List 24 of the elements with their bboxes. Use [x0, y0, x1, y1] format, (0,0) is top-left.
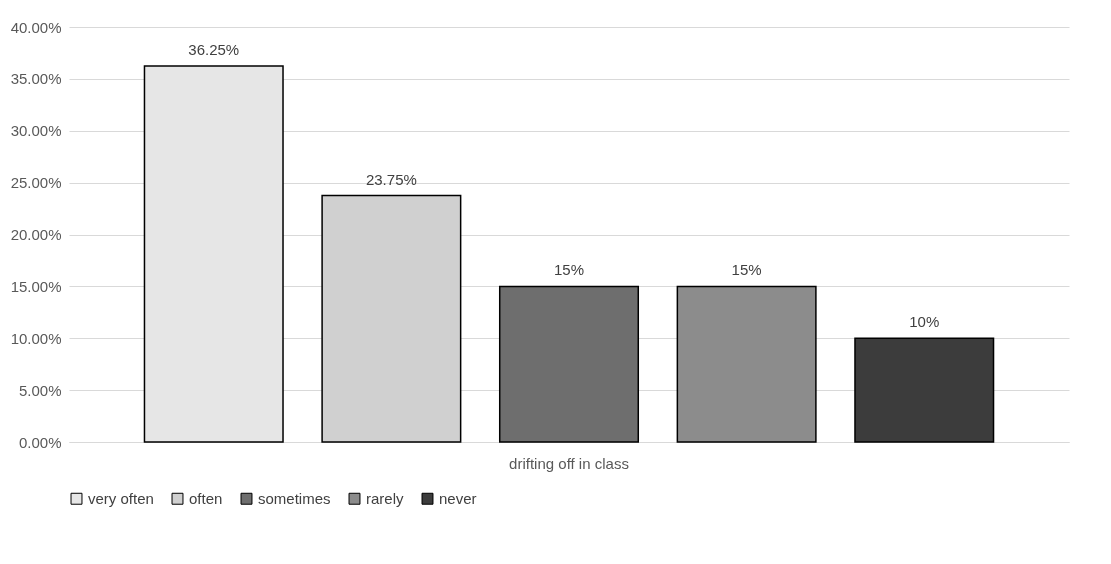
- legend-label: very often: [88, 489, 154, 507]
- y-tick-label: 0.00%: [18, 433, 62, 451]
- y-tick-label: 5.00%: [18, 381, 62, 399]
- bar: [676, 285, 817, 443]
- legend-label: sometimes: [258, 489, 331, 507]
- bar: [498, 285, 640, 443]
- legend-label: often: [189, 489, 223, 507]
- y-tick-label: 30.00%: [10, 122, 62, 140]
- y-tick-label: 25.00%: [10, 174, 62, 192]
- y-tick-label: 40.00%: [10, 18, 62, 36]
- data-label: 23.75%: [365, 170, 417, 188]
- y-tick-label: 15.00%: [10, 277, 62, 295]
- y-tick-label: 35.00%: [10, 70, 62, 88]
- data-label: 15%: [731, 261, 762, 279]
- data-label: 36.25%: [188, 40, 240, 58]
- y-tick-label: 20.00%: [10, 226, 62, 243]
- data-label: 15%: [553, 261, 585, 279]
- legend-label: rarely: [366, 489, 405, 507]
- bar: [143, 65, 284, 443]
- legend-label: never: [439, 489, 477, 507]
- bar: [854, 337, 995, 443]
- data-label: 10%: [909, 313, 940, 331]
- x-tick-label: drifting off in class: [509, 454, 629, 472]
- y-tick-label: 10.00%: [10, 329, 62, 347]
